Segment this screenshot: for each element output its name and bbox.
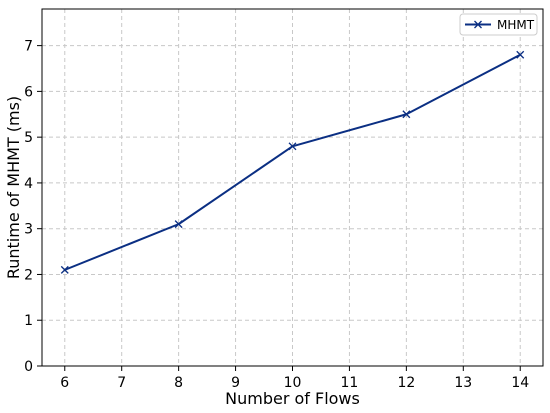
data-point — [174, 220, 183, 229]
y-tick-label: 3 — [24, 222, 33, 238]
y-tick-label: 7 — [24, 39, 33, 55]
data-point — [60, 265, 69, 274]
x-tick-label: 14 — [511, 375, 529, 391]
x-tick-label: 11 — [341, 375, 359, 391]
data-point — [402, 110, 411, 119]
grid — [42, 9, 543, 367]
y-tick-label: 5 — [24, 130, 33, 146]
legend-marker-x — [474, 20, 482, 29]
y-axis-title: Runtime of MHMT (ms) — [4, 96, 23, 279]
data-point — [516, 50, 525, 59]
x-tick-label: 10 — [284, 375, 302, 391]
x-tick-label: 8 — [174, 375, 183, 391]
y-tick-label: 4 — [24, 176, 33, 192]
legend-box — [459, 13, 538, 36]
legend-marker — [474, 20, 482, 29]
x-tick-label: 6 — [60, 375, 69, 391]
x-tick-label: 13 — [454, 375, 472, 391]
x-tick-label: 7 — [117, 375, 126, 391]
y-tick-label: 2 — [24, 267, 33, 283]
x-tick-label: 12 — [397, 375, 415, 391]
legend-label-mhmt: MHMT — [497, 18, 535, 32]
x-tick-label: 9 — [231, 375, 240, 391]
x-axis-title: Number of Flows — [225, 389, 360, 408]
y-tick-label: 6 — [24, 84, 33, 100]
y-tick-label: 0 — [24, 359, 33, 375]
data-point — [288, 142, 297, 151]
y-tick-label: 1 — [24, 313, 33, 329]
series-layer — [60, 50, 525, 274]
legend: MHMT — [459, 13, 538, 36]
